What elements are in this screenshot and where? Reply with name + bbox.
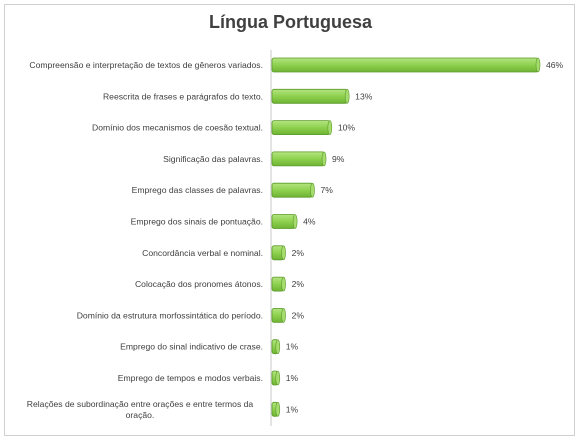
bar-end-cap [275, 370, 281, 386]
bar-end-cap [344, 89, 350, 104]
bar [271, 57, 539, 73]
value-label: 13% [355, 91, 373, 101]
category-label: Domínio dos mecanismos de coesão textual… [92, 123, 263, 133]
value-label: 46% [546, 60, 564, 70]
value-label: 2% [292, 279, 305, 289]
bar [271, 214, 296, 229]
value-label: 1% [286, 342, 299, 352]
bar [271, 88, 348, 104]
bar-end-cap [535, 57, 541, 73]
value-label: 10% [338, 123, 356, 133]
category-label: Emprego do sinal indicativo de crase. [120, 342, 263, 352]
category-label: Relações de subordinação entre orações e… [27, 399, 254, 420]
category-label: Emprego dos sinais de pontuação. [131, 217, 263, 227]
category-label: Domínio da estrutura morfossintática do … [77, 310, 263, 320]
value-label: 9% [332, 154, 345, 164]
bar-end-cap [275, 339, 281, 355]
value-label: 1% [286, 404, 299, 414]
bar-end-cap [292, 214, 298, 229]
category-label: Reescrita de frases e parágrafos do text… [103, 91, 263, 101]
bar-end-cap [327, 120, 333, 135]
value-label: 4% [303, 217, 316, 227]
bar [271, 151, 325, 167]
value-label: 2% [292, 248, 305, 258]
category-label: Compreensão e interpretação de textos de… [29, 60, 263, 70]
category-label: Concordância verbal e nominal. [142, 248, 263, 258]
bar-end-cap [310, 182, 315, 198]
value-label: 2% [292, 310, 305, 320]
chart-title: Língua Portuguesa [208, 12, 372, 32]
value-label: 7% [320, 185, 333, 195]
bar [271, 120, 331, 135]
category-label: Emprego das classes de palavras. [132, 185, 263, 195]
bar-end-cap [281, 245, 286, 261]
bar-end-cap [281, 276, 286, 292]
category-label: Emprego de tempos e modos verbais. [118, 373, 263, 383]
bar-end-cap [281, 308, 286, 323]
category-label: Colocação dos pronomes átonos. [135, 279, 263, 289]
bar-end-cap [275, 401, 281, 417]
bar-end-cap [321, 151, 327, 167]
value-label: 1% [286, 373, 299, 383]
category-label: Significação das palavras. [163, 154, 263, 164]
bar [271, 182, 313, 198]
